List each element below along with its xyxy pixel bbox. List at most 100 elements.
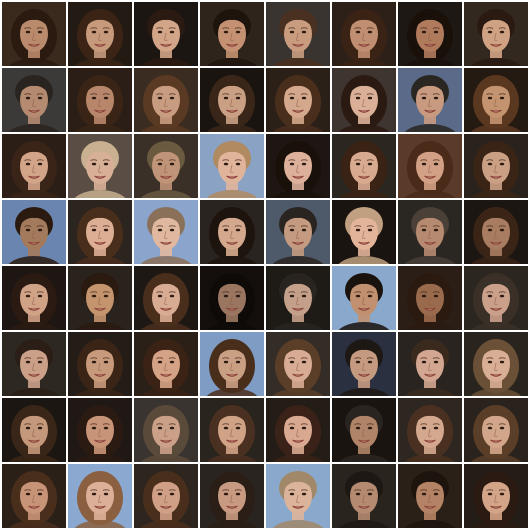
left-eye <box>289 96 295 100</box>
nose <box>362 494 366 503</box>
nose <box>164 32 168 41</box>
right-brow <box>168 93 176 95</box>
left-brow <box>222 159 230 161</box>
right-eye <box>103 228 109 232</box>
right-brow <box>36 225 44 227</box>
left-eye <box>91 96 97 100</box>
nose <box>362 32 366 41</box>
face-tile <box>398 266 462 330</box>
left-eye <box>223 228 229 232</box>
right-eye <box>433 30 439 34</box>
face-image <box>200 68 264 132</box>
nose <box>32 296 36 305</box>
face-tile <box>266 332 330 396</box>
shoulders <box>8 256 60 264</box>
hair-fringe <box>349 276 379 292</box>
nose <box>32 428 36 437</box>
left-brow <box>420 291 428 293</box>
left-eye <box>487 162 493 166</box>
face-tile <box>332 2 396 66</box>
nose <box>98 230 102 239</box>
face-tile <box>200 200 264 264</box>
nose <box>296 494 300 503</box>
left-eye <box>25 426 31 430</box>
right-brow <box>102 225 110 227</box>
face-image <box>332 266 396 330</box>
left-brow <box>354 357 362 359</box>
left-eye <box>223 96 229 100</box>
face-tile <box>398 332 462 396</box>
left-brow <box>24 159 32 161</box>
face-tile <box>134 332 198 396</box>
right-brow <box>234 225 242 227</box>
right-eye <box>235 162 241 166</box>
left-brow <box>222 357 230 359</box>
mouth <box>358 373 370 377</box>
nose <box>428 296 432 305</box>
left-brow <box>486 291 494 293</box>
mouth <box>490 241 502 245</box>
mouth <box>94 241 106 245</box>
left-brow <box>354 27 362 29</box>
left-eye <box>355 96 361 100</box>
face-image <box>134 2 198 66</box>
hair-fringe <box>481 12 511 28</box>
mouth <box>28 43 40 47</box>
face-tile <box>2 2 66 66</box>
face-image <box>464 200 528 264</box>
hair-fringe <box>283 474 313 490</box>
left-brow <box>156 489 164 491</box>
right-brow <box>498 225 506 227</box>
nose <box>230 494 234 503</box>
mouth <box>226 241 238 245</box>
mouth <box>94 505 106 509</box>
left-eye <box>421 162 427 166</box>
left-eye <box>223 426 229 430</box>
left-brow <box>420 489 428 491</box>
right-eye <box>367 30 373 34</box>
left-eye <box>25 360 31 364</box>
face-tile <box>464 68 528 132</box>
left-eye <box>157 162 163 166</box>
right-eye <box>235 360 241 364</box>
right-brow <box>36 27 44 29</box>
mouth <box>28 505 40 509</box>
hair-fringe <box>151 408 181 424</box>
hair-fringe <box>217 276 247 292</box>
mouth <box>226 109 238 113</box>
right-eye <box>433 492 439 496</box>
right-brow <box>432 225 440 227</box>
hair-fringe <box>85 12 115 28</box>
right-eye <box>37 228 43 232</box>
right-eye <box>169 30 175 34</box>
left-brow <box>24 93 32 95</box>
left-brow <box>24 489 32 491</box>
face-tile <box>332 332 396 396</box>
face-image <box>398 332 462 396</box>
right-brow <box>366 93 374 95</box>
hair-fringe <box>217 78 247 94</box>
nose <box>296 362 300 371</box>
face-tile <box>68 2 132 66</box>
hair-fringe <box>85 474 115 490</box>
face-tile <box>68 68 132 132</box>
hair-fringe <box>19 144 49 160</box>
hair-fringe <box>19 78 49 94</box>
right-brow <box>432 159 440 161</box>
face-image <box>2 266 66 330</box>
nose <box>494 164 498 173</box>
nose <box>164 296 168 305</box>
face-image <box>134 266 198 330</box>
nose <box>494 32 498 41</box>
hair-fringe <box>19 342 49 358</box>
face-tile <box>398 68 462 132</box>
face-image <box>266 398 330 462</box>
right-eye <box>37 96 43 100</box>
face-tile <box>200 464 264 528</box>
mouth <box>358 439 370 443</box>
shoulders <box>338 322 390 330</box>
shoulders <box>338 520 390 528</box>
left-brow <box>486 489 494 491</box>
face-image <box>266 134 330 198</box>
left-brow <box>420 27 428 29</box>
